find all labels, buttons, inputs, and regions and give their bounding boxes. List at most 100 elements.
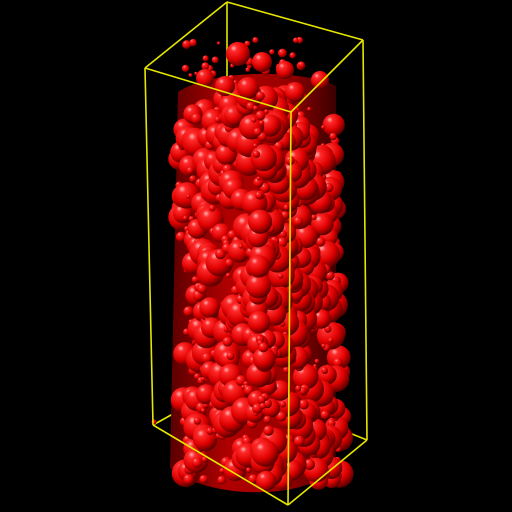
sphere (199, 297, 221, 318)
box-edge-vertical-right (362, 39, 368, 441)
sphere-cluster (151, 36, 354, 491)
sphere (257, 395, 266, 404)
sphere (276, 411, 287, 422)
sphere (246, 467, 252, 473)
box-edge-vertical-left (144, 67, 154, 426)
sphere (258, 114, 282, 137)
sphere (279, 401, 287, 408)
sphere (186, 166, 194, 175)
sphere (202, 55, 209, 62)
sphere (252, 347, 276, 371)
sphere (269, 49, 275, 55)
sphere (250, 144, 277, 172)
sphere (247, 311, 271, 334)
sphere (245, 67, 250, 72)
sphere (183, 474, 194, 485)
sphere (314, 358, 320, 364)
sphere (258, 342, 269, 353)
sphere (329, 132, 337, 141)
sphere (248, 209, 273, 234)
box-edge-bottom-right (287, 439, 368, 506)
sphere (186, 194, 191, 199)
box-edge-top-left (144, 1, 228, 69)
sphere (276, 61, 294, 79)
sphere (263, 415, 272, 424)
sphere (311, 212, 334, 236)
sphere (181, 64, 190, 72)
sphere (333, 357, 343, 368)
sphere (322, 113, 345, 137)
sphere (252, 37, 259, 44)
sphere (311, 71, 329, 89)
sphere (253, 177, 264, 188)
sphere (256, 176, 261, 181)
sphere (246, 102, 255, 111)
sphere (316, 321, 345, 350)
sphere (201, 352, 213, 364)
sphere (200, 408, 206, 413)
sphere (259, 402, 266, 410)
sphere (264, 109, 269, 114)
sphere (298, 61, 306, 69)
sphere (278, 48, 287, 58)
sphere (189, 175, 197, 183)
sphere (191, 113, 202, 124)
sphere (326, 345, 351, 370)
sphere (188, 73, 193, 78)
sphere (255, 91, 265, 101)
sphere (191, 457, 203, 469)
sphere (189, 38, 197, 47)
box-edge-vertical-front (287, 111, 292, 506)
box-edge-top-back (226, 1, 364, 41)
sphere (321, 125, 326, 130)
sphere (295, 385, 302, 392)
sphere (175, 231, 187, 242)
sphere (307, 107, 312, 112)
sphere (283, 204, 290, 211)
sphere (321, 343, 326, 349)
sphere (293, 37, 299, 44)
sphere (285, 82, 305, 102)
sphere (251, 439, 279, 467)
box-edge-bottom-front (152, 424, 289, 506)
sphere (193, 417, 202, 425)
sphere (283, 366, 290, 374)
sphere (258, 120, 265, 126)
sphere (253, 143, 258, 148)
sphere (201, 456, 208, 463)
sphere (225, 258, 234, 268)
sphere (320, 410, 330, 420)
sphere (328, 337, 334, 344)
sphere (311, 214, 317, 221)
sphere (215, 76, 235, 96)
sphere (256, 470, 277, 491)
sphere (196, 69, 214, 87)
sphere (183, 215, 188, 221)
sphere (211, 56, 219, 64)
sphere (252, 150, 261, 158)
sphere (217, 475, 226, 485)
sphere (321, 367, 329, 374)
sphere (217, 41, 221, 45)
sphere (315, 237, 326, 247)
sphere (245, 273, 272, 299)
sphere (226, 42, 250, 66)
sphere (251, 117, 257, 123)
sphere (278, 273, 284, 279)
sphere (199, 475, 208, 484)
sphere (182, 40, 192, 49)
sphere (219, 468, 225, 474)
sphere (304, 458, 315, 470)
sphere (201, 62, 210, 70)
sphere (255, 110, 266, 121)
sphere (222, 336, 233, 347)
sphere (289, 52, 296, 59)
sphere (191, 276, 199, 283)
sphere (298, 399, 309, 410)
sphere (225, 272, 231, 278)
sphere (226, 352, 235, 360)
sphere (208, 204, 216, 212)
box-edge-top-front (144, 67, 292, 113)
